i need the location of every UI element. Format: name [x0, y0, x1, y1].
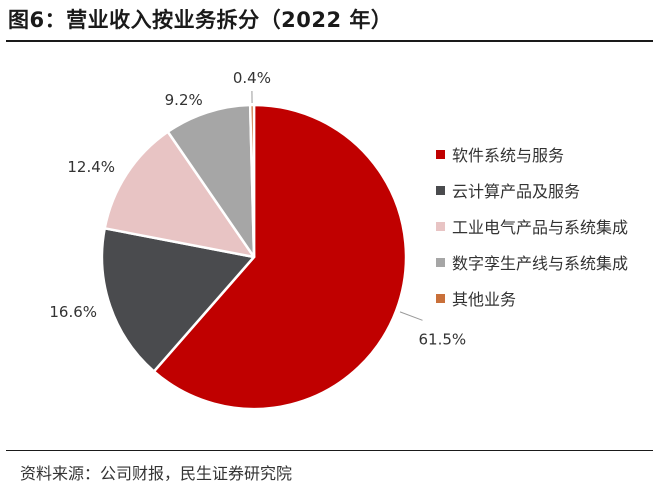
- chart-legend: 软件系统与服务 云计算产品及服务工业电气产品与系统集成 数字孪生产线与系统集成 其他业…: [436, 136, 628, 316]
- leader-line-1: [399, 311, 423, 321]
- legend-swatch-4: [436, 257, 445, 267]
- pie-slice-3: [103, 130, 256, 259]
- legend-label-1: 软件系统与服务: [452, 146, 565, 165]
- legend-item-2: 云计算产品及服务: [436, 172, 628, 208]
- legend-item-3: 工业电气产品与系统集成: [436, 208, 628, 244]
- pie-slice-1: [152, 103, 408, 411]
- data-label-5: 0.4%: [233, 69, 271, 87]
- pie-slice-4: [166, 103, 256, 259]
- legend-label-4: 数字孪生产线与系统集成: [452, 254, 629, 273]
- legend-swatch-5: [436, 293, 445, 303]
- legend-label-3: 工业电气产品与系统集成: [452, 218, 629, 237]
- legend-swatch-1: [436, 149, 445, 159]
- legend-label-5: 其他业务: [452, 290, 517, 309]
- data-label-3: 12.4%: [67, 158, 115, 176]
- source-divider: [6, 450, 653, 451]
- data-label-1: 61.5%: [419, 330, 467, 348]
- chart-title: 图6：营业收入按业务拆分（2022 年）: [8, 8, 393, 32]
- legend-swatch-2: [436, 185, 445, 195]
- legend-swatch-3: [436, 221, 445, 231]
- pie-slices: [100, 103, 408, 411]
- title-underline: [6, 40, 653, 42]
- legend-item-1: 软件系统与服务: [436, 136, 628, 172]
- legend-item-5: 其他业务: [436, 280, 628, 316]
- pie-slice-5: [248, 103, 256, 259]
- pie-slice-2: [100, 227, 256, 373]
- data-label-2: 16.6%: [49, 303, 97, 321]
- pie-chart: 61.5% 16.6% 12.4% 9.2% 0.4%: [49, 69, 466, 411]
- leader-lines: [251, 91, 423, 321]
- legend-label-2: 云计算产品及服务: [452, 182, 581, 201]
- slice-labels: 61.5% 16.6% 12.4% 9.2% 0.4%: [49, 69, 466, 348]
- source-note: 资料来源：公司财报，民生证券研究院: [20, 464, 293, 483]
- data-label-4: 9.2%: [165, 91, 203, 109]
- legend-item-4: 数字孪生产线与系统集成: [436, 244, 628, 280]
